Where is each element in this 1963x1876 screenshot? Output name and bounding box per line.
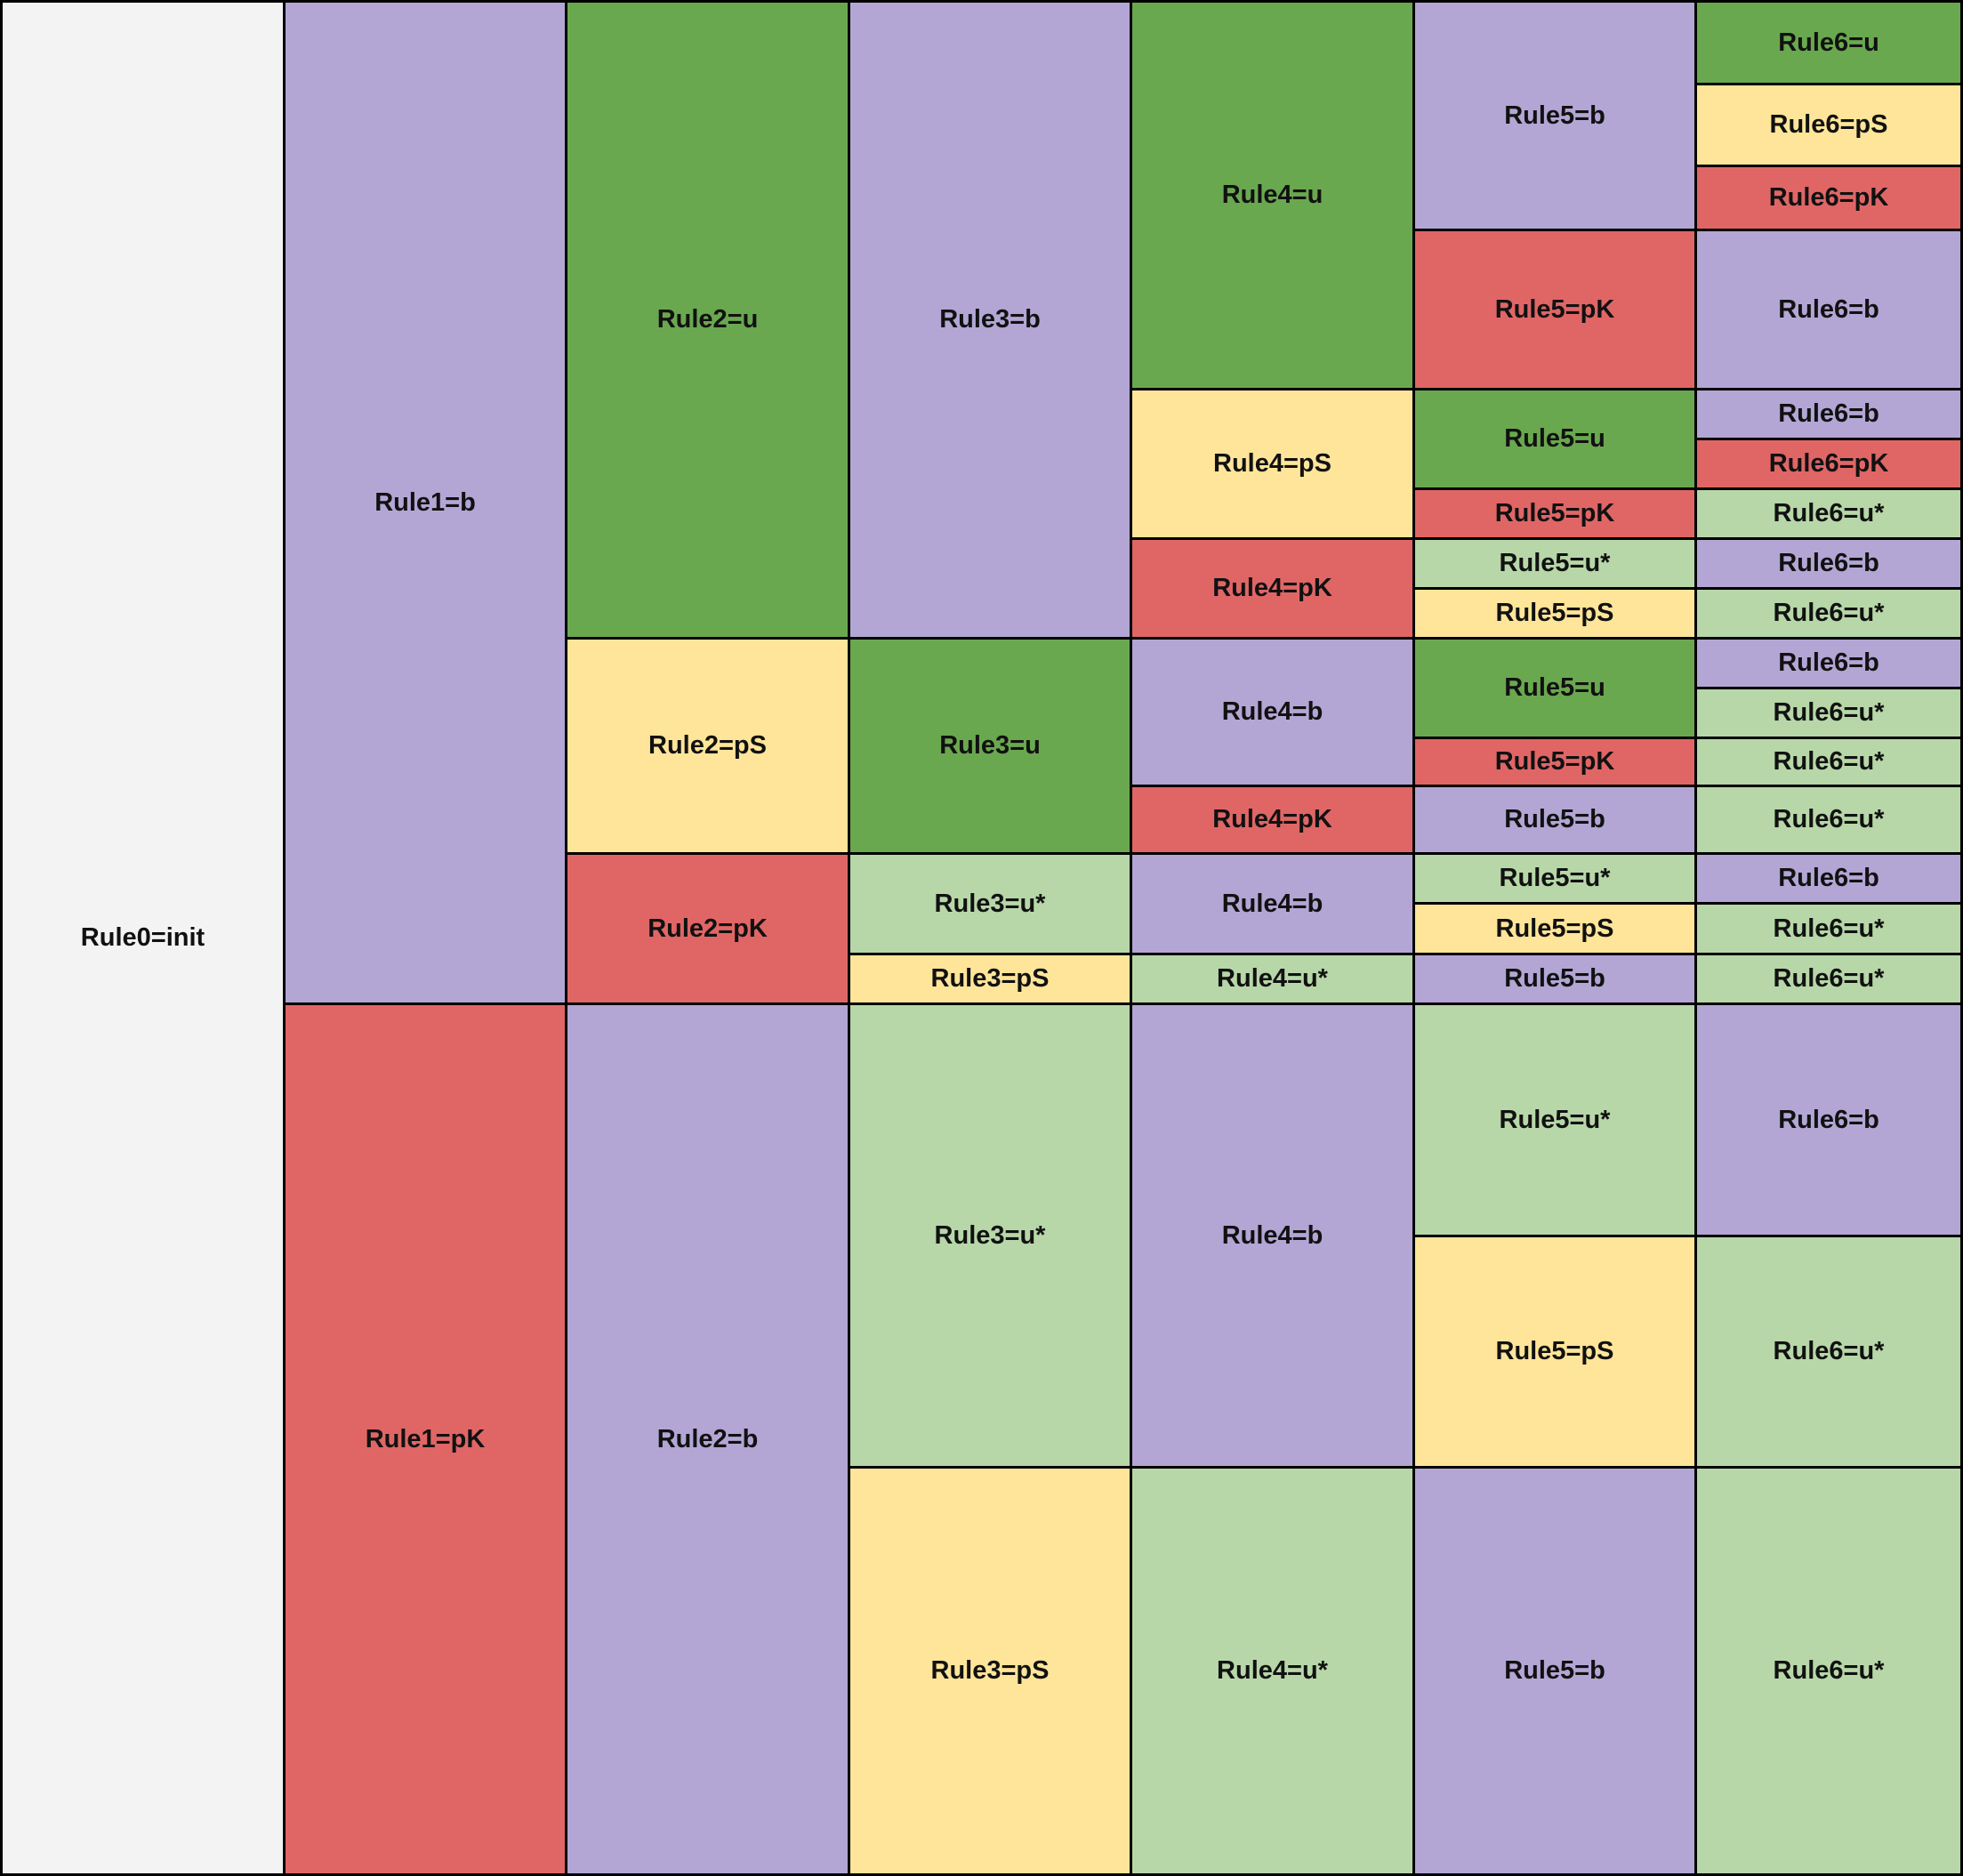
rule-node: Rule4=pS	[1130, 388, 1415, 540]
rule-node: Rule1=b	[283, 0, 567, 1005]
rule-node: Rule2=pK	[565, 852, 850, 1005]
rule-node: Rule4=b	[1130, 852, 1415, 955]
rule-node: Rule6=u	[1694, 0, 1963, 85]
rule-node: Rule6=b	[1694, 388, 1963, 440]
rule-node: Rule6=u*	[1694, 487, 1963, 540]
rule-node: Rule5=b	[1412, 785, 1697, 855]
rule-node: Rule5=u	[1412, 388, 1697, 490]
rule-node: Rule6=b	[1694, 852, 1963, 905]
rule-node: Rule5=u*	[1412, 852, 1697, 905]
rule-node: Rule5=u*	[1412, 1002, 1697, 1237]
rule-node: Rule4=u*	[1130, 1466, 1415, 1876]
rule-node: Rule5=pS	[1412, 902, 1697, 955]
rule-node: Rule4=u*	[1130, 953, 1415, 1005]
rule-node: Rule6=b	[1694, 537, 1963, 590]
rule-node: Rule1=pK	[283, 1002, 567, 1876]
rule-node: Rule3=u*	[848, 1002, 1132, 1469]
rule-node: Rule5=u*	[1412, 537, 1697, 590]
rule-node: Rule6=pK	[1694, 165, 1963, 231]
rule-node: Rule5=b	[1412, 1466, 1697, 1876]
rule-node: Rule6=u*	[1694, 737, 1963, 787]
rule-node: Rule4=b	[1130, 637, 1415, 787]
rule-node: Rule4=u	[1130, 0, 1415, 390]
rule-node: Rule5=pK	[1412, 229, 1697, 390]
rule-node: Rule6=u*	[1694, 902, 1963, 955]
rule-node: Rule6=u*	[1694, 587, 1963, 640]
rule-node: Rule3=pS	[848, 1466, 1132, 1876]
rule-node: Rule0=init	[0, 0, 286, 1876]
rule-node: Rule3=u	[848, 637, 1132, 855]
rule-node: Rule6=u*	[1694, 1235, 1963, 1469]
rule-node: Rule4=pK	[1130, 537, 1415, 640]
rule-node: Rule5=b	[1412, 953, 1697, 1005]
rule-node: Rule5=pK	[1412, 487, 1697, 540]
rule-node: Rule4=b	[1130, 1002, 1415, 1469]
rule-node: Rule6=u*	[1694, 1466, 1963, 1876]
rule-node: Rule3=b	[848, 0, 1132, 640]
rule-node: Rule5=pS	[1412, 1235, 1697, 1469]
rule-node: Rule2=b	[565, 1002, 850, 1876]
rule-node: Rule6=b	[1694, 637, 1963, 689]
rule-node: Rule6=u*	[1694, 687, 1963, 739]
rule-node: Rule3=pS	[848, 953, 1132, 1005]
rule-node: Rule5=u	[1412, 637, 1697, 739]
rule-node: Rule5=pK	[1412, 737, 1697, 787]
rule-node: Rule5=b	[1412, 0, 1697, 231]
rule-node: Rule5=pS	[1412, 587, 1697, 640]
rule-node: Rule6=u*	[1694, 785, 1963, 855]
rule-node: Rule3=u*	[848, 852, 1132, 955]
rule-node: Rule6=b	[1694, 229, 1963, 390]
rule-node: Rule2=pS	[565, 637, 850, 855]
rule-node: Rule4=pK	[1130, 785, 1415, 855]
rule-node: Rule2=u	[565, 0, 850, 640]
rule-node: Rule6=b	[1694, 1002, 1963, 1237]
rule-node: Rule6=u*	[1694, 953, 1963, 1005]
rule-node: Rule6=pS	[1694, 83, 1963, 167]
rule-node: Rule6=pK	[1694, 438, 1963, 490]
